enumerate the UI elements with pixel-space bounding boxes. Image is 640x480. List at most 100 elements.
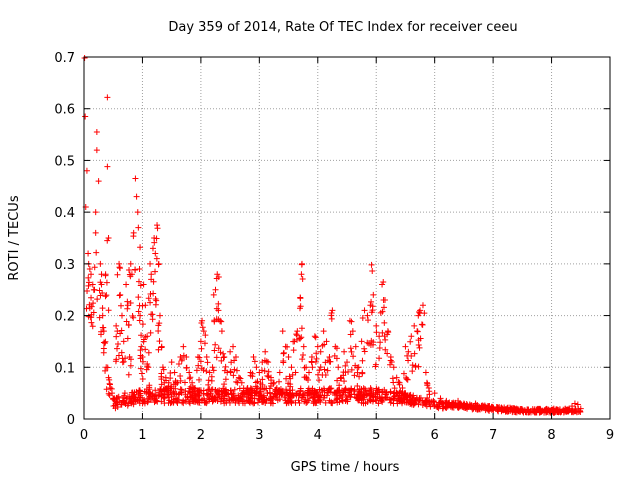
data-point: [85, 250, 92, 257]
data-point: [145, 295, 152, 302]
data-point: [172, 395, 179, 402]
data-point: [139, 321, 146, 328]
data-point: [531, 407, 538, 414]
data-point: [93, 128, 100, 135]
data-point: [262, 399, 269, 406]
data-point: [110, 396, 117, 403]
data-point: [218, 357, 225, 364]
data-point: [370, 291, 377, 298]
data-point: [210, 291, 217, 298]
data-point: [405, 357, 412, 364]
data-point: [88, 294, 95, 301]
data-point: [325, 389, 332, 396]
data-point: [186, 369, 193, 376]
data-point: [161, 387, 168, 394]
data-point: [334, 377, 341, 384]
data-point: [571, 400, 578, 407]
data-point: [316, 367, 323, 374]
data-point: [305, 377, 312, 384]
data-point: [102, 272, 109, 279]
data-point: [368, 261, 375, 268]
data-point: [372, 361, 379, 368]
data-point: [152, 250, 159, 257]
data-point: [232, 353, 239, 360]
data-point: [148, 271, 155, 278]
y-tick-label: 0.6: [54, 103, 75, 118]
data-point: [313, 355, 320, 362]
data-point: [92, 209, 99, 216]
data-point: [299, 356, 306, 363]
data-point: [387, 357, 394, 364]
data-point: [102, 338, 109, 345]
data-point: [227, 348, 234, 355]
data-point: [231, 366, 238, 373]
data-point: [326, 358, 333, 365]
data-point: [236, 385, 243, 392]
data-point: [261, 357, 268, 364]
data-point: [328, 310, 335, 317]
data-point: [100, 339, 107, 346]
data-point: [155, 328, 162, 335]
data-point: [141, 396, 148, 403]
data-point: [299, 276, 306, 283]
data-point: [105, 307, 112, 314]
data-point: [380, 304, 387, 311]
data-point: [151, 399, 158, 406]
x-tick-label: 2: [197, 428, 205, 443]
data-point: [204, 359, 211, 366]
data-point: [142, 346, 149, 353]
data-point: [103, 292, 110, 299]
data-point: [198, 320, 205, 327]
data-point: [361, 307, 368, 314]
data-point: [100, 324, 107, 331]
data-point: [519, 407, 526, 414]
data-point: [548, 406, 555, 413]
data-point: [149, 394, 156, 401]
data-point: [276, 369, 283, 376]
data-point: [218, 328, 225, 335]
data-point: [341, 348, 348, 355]
data-point: [156, 312, 163, 319]
data-point: [177, 386, 184, 393]
data-point: [125, 322, 132, 329]
data-point: [180, 343, 187, 350]
data-point: [360, 392, 367, 399]
data-point: [283, 386, 290, 393]
axes: 0 1 2 3 4 5 6 7 8 9 0 0.1 0.2 0.3 0.4 0.5 0.6 0.7: [54, 51, 614, 443]
x-tick-label: 0: [80, 428, 88, 443]
data-point: [105, 390, 112, 397]
data-point: [95, 178, 102, 185]
data-point: [153, 235, 160, 242]
y-tick-label: 0.4: [54, 206, 75, 221]
data-point: [342, 362, 349, 369]
data-point: [150, 290, 157, 297]
data-point: [298, 271, 305, 278]
data-point: [393, 374, 400, 381]
data-point: [364, 312, 371, 319]
data-point: [226, 399, 233, 406]
data-point: [308, 359, 315, 366]
data-point: [170, 389, 177, 396]
data-point: [130, 314, 137, 321]
data-point: [479, 402, 486, 409]
data-point: [114, 345, 121, 352]
data-point: [414, 328, 421, 335]
data-point: [381, 319, 388, 326]
data-point: [504, 404, 511, 411]
data-point: [286, 373, 293, 380]
data-point: [144, 333, 151, 340]
data-point: [398, 395, 405, 402]
data-point: [418, 321, 425, 328]
data-point: [161, 400, 168, 407]
data-point: [186, 375, 193, 382]
data-point: [319, 342, 326, 349]
data-point: [125, 371, 132, 378]
x-tick-label: 8: [547, 428, 555, 443]
data-point: [498, 408, 505, 415]
data-point: [312, 334, 319, 341]
data-point: [192, 396, 199, 403]
data-point: [202, 332, 209, 339]
data-point: [288, 364, 295, 371]
data-point: [416, 344, 423, 351]
